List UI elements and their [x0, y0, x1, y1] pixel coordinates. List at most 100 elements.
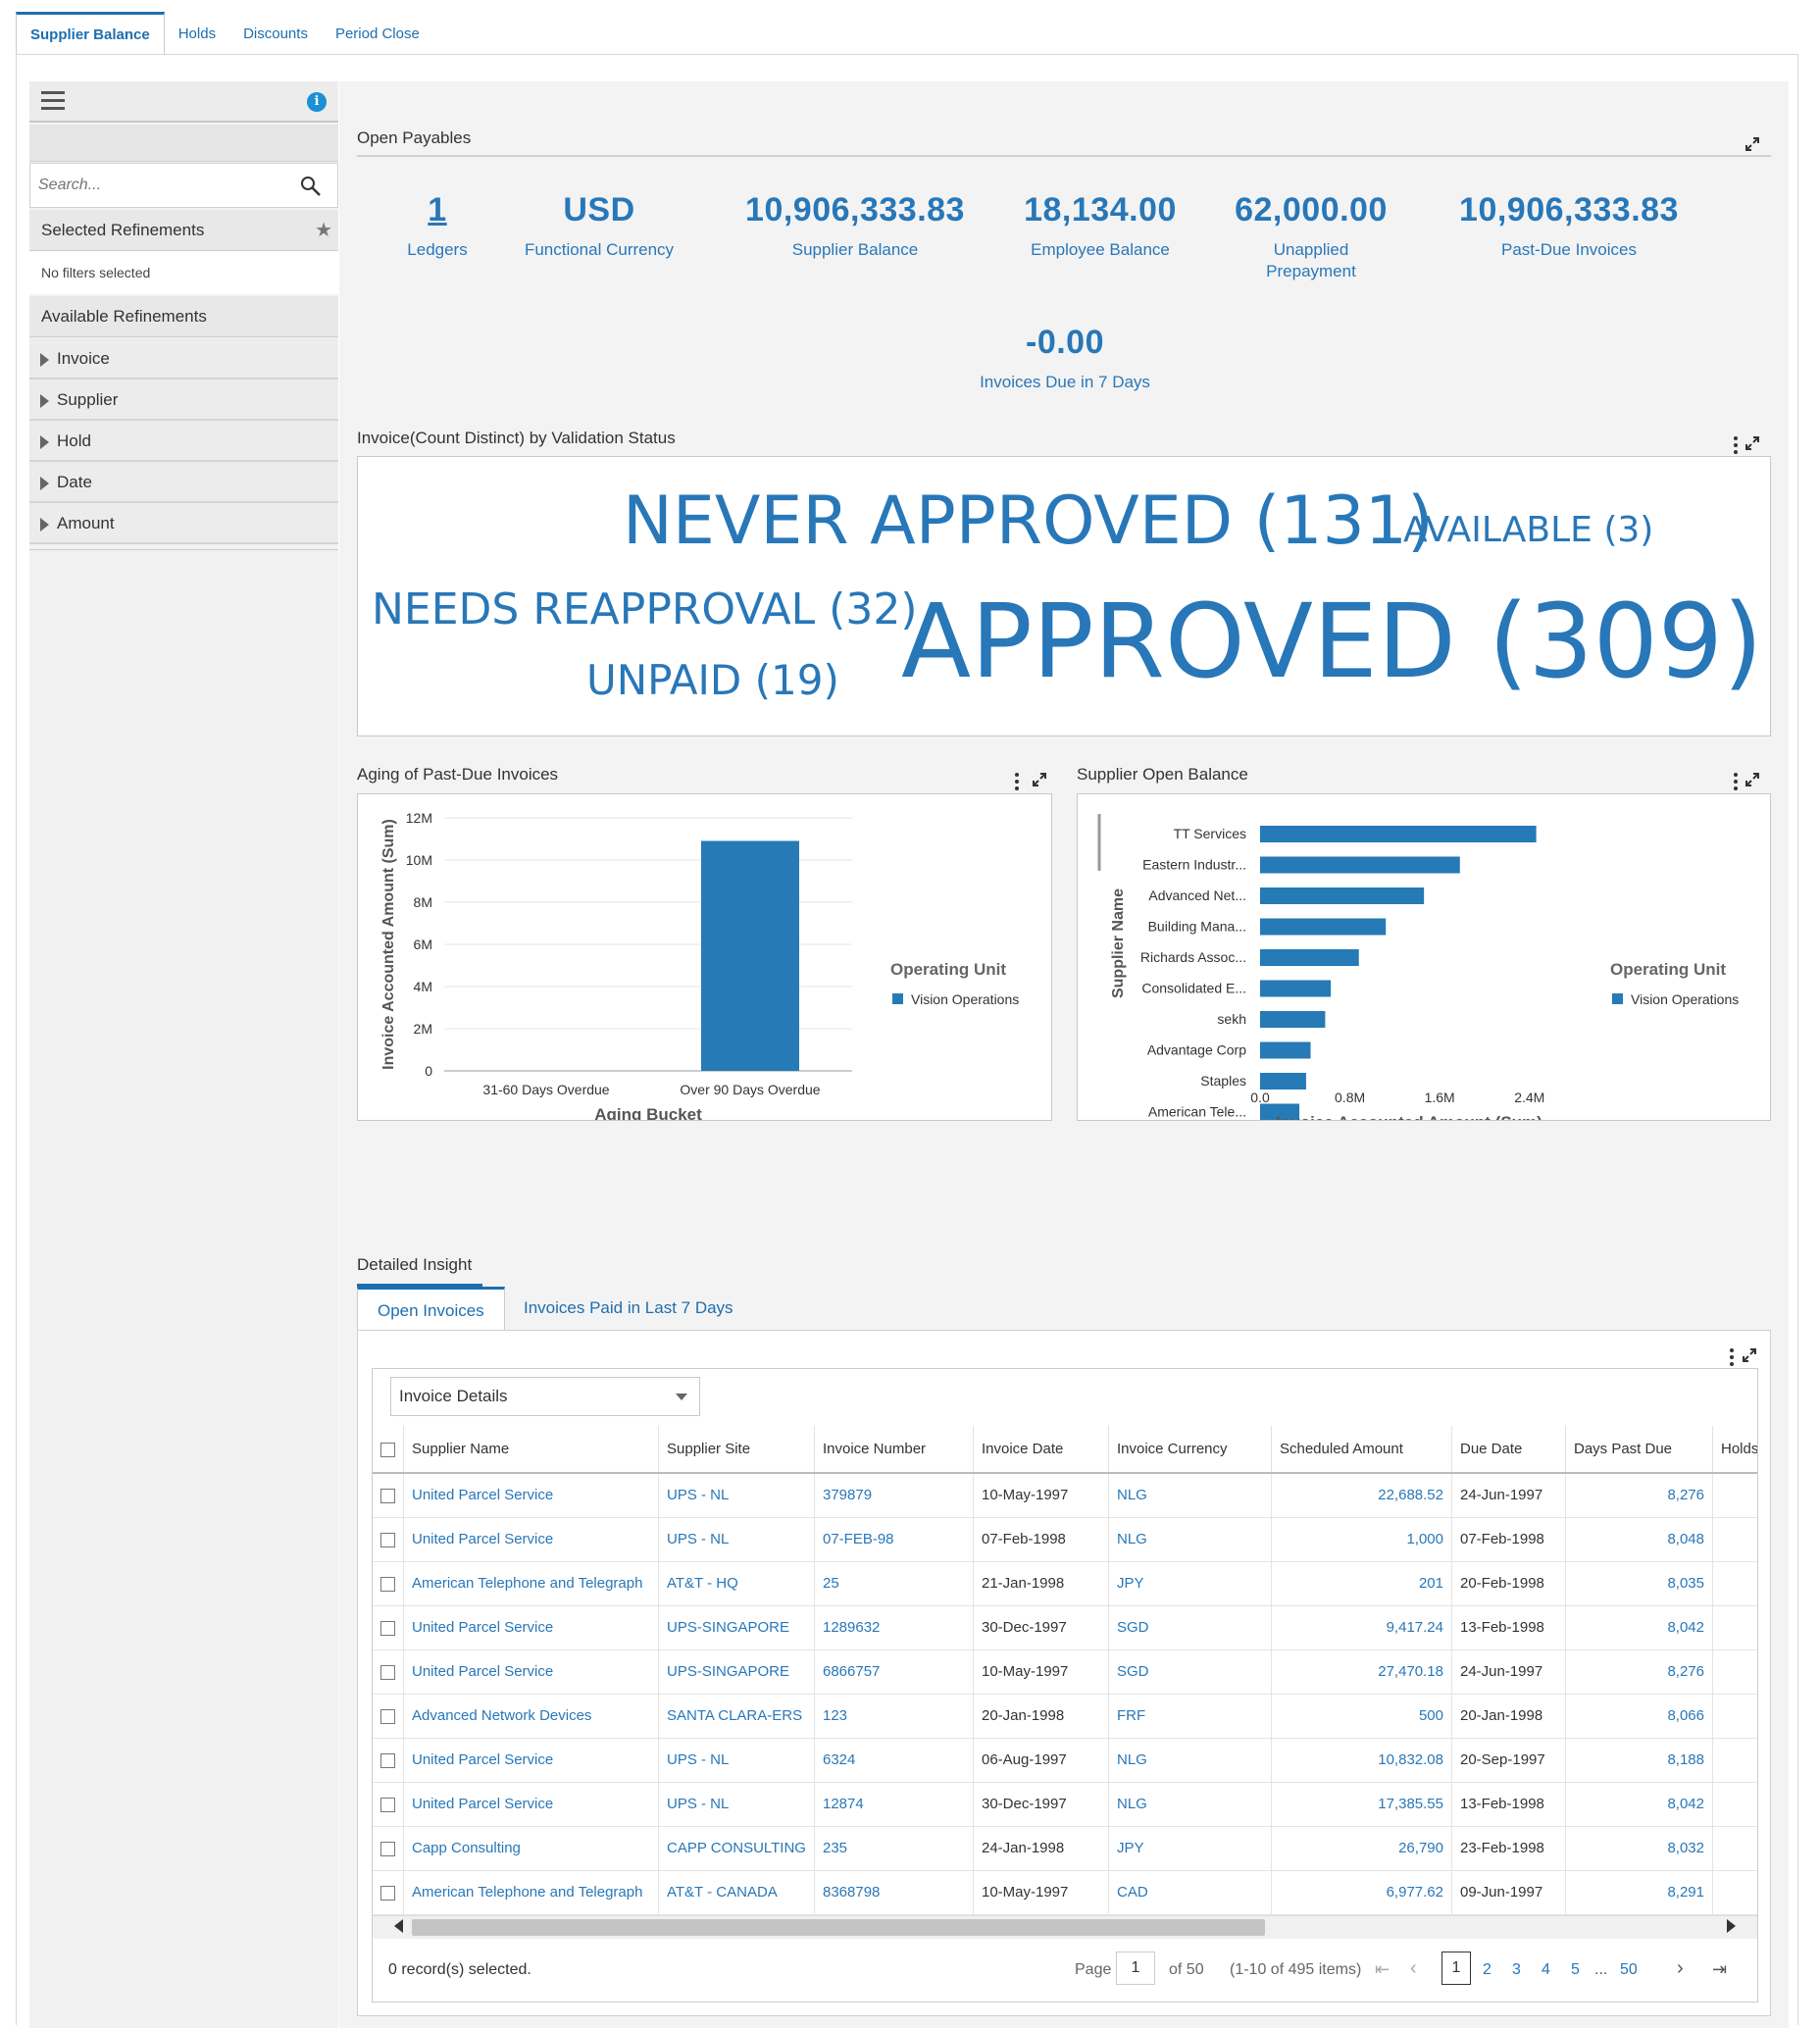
days-past-due[interactable]: 8,048 [1565, 1517, 1713, 1562]
table-row[interactable]: American Telephone and Telegraph AT&T - H… [373, 1561, 1757, 1606]
supplier-site-link[interactable]: UPS-SINGAPORE [658, 1649, 815, 1695]
invoice-currency[interactable]: JPY [1108, 1826, 1272, 1871]
tag-never-approved[interactable]: NEVER APPROVED (131) [623, 482, 1434, 560]
scrollbar-thumb[interactable] [412, 1919, 1265, 1936]
table-row[interactable]: United Parcel Service UPS - NL 12874 30-Dec… [373, 1782, 1757, 1827]
days-past-due[interactable]: 8,042 [1565, 1605, 1713, 1650]
hamburger-menu-icon[interactable] [41, 91, 65, 111]
row-checkbox[interactable] [380, 1620, 395, 1636]
column-header[interactable]: Days Past Due [1565, 1426, 1713, 1474]
column-header[interactable]: Supplier Site [658, 1426, 815, 1474]
supplier-site-link[interactable]: CAPP CONSULTING [658, 1826, 815, 1871]
supplier-name-link[interactable]: United Parcel Service [403, 1605, 659, 1650]
refinement-supplier[interactable]: Supplier [29, 380, 338, 421]
column-header[interactable]: Supplier Name [403, 1426, 659, 1474]
invoice-number-link[interactable]: 25 [814, 1561, 974, 1606]
horizontal-scrollbar[interactable] [373, 1915, 1757, 1939]
invoice-currency[interactable]: SGD [1108, 1649, 1272, 1695]
scheduled-amount[interactable]: 26,790 [1271, 1826, 1452, 1871]
row-checkbox[interactable] [380, 1885, 395, 1901]
expand-icon[interactable] [1032, 772, 1047, 787]
table-row[interactable]: Capp Consulting CAPP CONSULTING 235 24-Jan-… [373, 1826, 1757, 1871]
supplier-name-link[interactable]: Advanced Network Devices [403, 1694, 659, 1739]
days-past-due[interactable]: 8,032 [1565, 1826, 1713, 1871]
days-past-due[interactable]: 8,188 [1565, 1738, 1713, 1783]
table-row[interactable]: United Parcel Service UPS-SINGAPORE 128963… [373, 1605, 1757, 1650]
invoice-number-link[interactable]: 8368798 [814, 1870, 974, 1915]
row-checkbox[interactable] [380, 1532, 395, 1547]
page-4-button[interactable]: 4 [1542, 1961, 1550, 1978]
page-1-button[interactable]: 1 [1441, 1952, 1471, 1985]
refinement-date[interactable]: Date [29, 462, 338, 503]
tab-supplier-balance[interactable]: Supplier Balance [16, 12, 165, 55]
table-row[interactable]: United Parcel Service UPS-SINGAPORE 686675… [373, 1649, 1757, 1695]
invoice-currency[interactable]: NLG [1108, 1517, 1272, 1562]
scheduled-amount[interactable]: 1,000 [1271, 1517, 1452, 1562]
last-page-icon[interactable]: ⇥ [1712, 1959, 1728, 1979]
tag-available[interactable]: AVAILABLE (3) [1403, 510, 1654, 550]
supplier-site-link[interactable]: AT&T - CANADA [658, 1870, 815, 1915]
row-checkbox[interactable] [380, 1797, 395, 1812]
invoice-number-link[interactable]: 379879 [814, 1473, 974, 1518]
next-page-icon[interactable]: › [1677, 1957, 1684, 1979]
supplier-site-link[interactable]: UPS - NL [658, 1738, 815, 1783]
search-icon[interactable] [300, 176, 322, 197]
tag-needs-reapproval[interactable]: NEEDS REAPPROVAL (32) [372, 584, 918, 634]
table-row[interactable]: United Parcel Service UPS - NL 6324 06-Aug-… [373, 1738, 1757, 1783]
invoice-number-link[interactable]: 12874 [814, 1782, 974, 1827]
supplier-site-link[interactable]: AT&T - HQ [658, 1561, 815, 1606]
scroll-right-icon[interactable] [1727, 1919, 1736, 1933]
more-options-icon[interactable] [1733, 436, 1739, 454]
tag-approved[interactable]: APPROVED (309) [901, 582, 1763, 701]
row-checkbox[interactable] [380, 1708, 395, 1724]
tab-discounts[interactable]: Discounts [243, 25, 308, 42]
more-options-icon[interactable] [1014, 773, 1020, 790]
scroll-left-icon[interactable] [394, 1919, 403, 1933]
supplier-name-link[interactable]: United Parcel Service [403, 1738, 659, 1783]
invoice-number-link[interactable]: 123 [814, 1694, 974, 1739]
row-checkbox[interactable] [380, 1664, 395, 1680]
column-header[interactable]: Due Date [1451, 1426, 1566, 1474]
supplier-name-link[interactable]: United Parcel Service [403, 1517, 659, 1562]
supplier-name-link[interactable]: Capp Consulting [403, 1826, 659, 1871]
days-past-due[interactable]: 8,276 [1565, 1649, 1713, 1695]
kpi-value[interactable]: 1 [428, 191, 447, 228]
supplier-name-link[interactable]: United Parcel Service [403, 1649, 659, 1695]
table-row[interactable]: United Parcel Service UPS - NL 07-FEB-98 07… [373, 1517, 1757, 1562]
invoice-number-link[interactable]: 235 [814, 1826, 974, 1871]
expand-icon[interactable] [1744, 136, 1760, 152]
scheduled-amount[interactable]: 500 [1271, 1694, 1452, 1739]
days-past-due[interactable]: 8,291 [1565, 1870, 1713, 1915]
days-past-due[interactable]: 8,035 [1565, 1561, 1713, 1606]
tab-invoices-paid-7-days[interactable]: Invoices Paid in Last 7 Days [524, 1298, 733, 1317]
column-header[interactable]: Invoice Number [814, 1426, 974, 1474]
row-checkbox[interactable] [380, 1576, 395, 1592]
supplier-site-link[interactable]: SANTA CLARA-ERS [658, 1694, 815, 1739]
expand-icon[interactable] [1742, 1347, 1757, 1363]
tab-period-close[interactable]: Period Close [334, 25, 420, 42]
invoice-currency[interactable]: SGD [1108, 1605, 1272, 1650]
scheduled-amount[interactable]: 9,417.24 [1271, 1605, 1452, 1650]
column-header[interactable]: Scheduled Amount [1271, 1426, 1452, 1474]
days-past-due[interactable]: 8,276 [1565, 1473, 1713, 1518]
select-all-checkbox[interactable] [380, 1442, 395, 1457]
column-header[interactable]: Invoice Date [973, 1426, 1109, 1474]
view-select[interactable]: Invoice Details [390, 1377, 700, 1416]
info-icon[interactable]: i [307, 92, 327, 112]
scheduled-amount[interactable]: 22,688.52 [1271, 1473, 1452, 1518]
table-row[interactable]: American Telephone and Telegraph AT&T - C… [373, 1870, 1757, 1915]
row-checkbox[interactable] [380, 1752, 395, 1768]
more-options-icon[interactable] [1729, 1348, 1735, 1366]
expand-icon[interactable] [1744, 772, 1760, 787]
page-50-button[interactable]: 50 [1620, 1961, 1638, 1978]
page-input[interactable]: 1 [1116, 1952, 1155, 1985]
page-5-button[interactable]: 5 [1571, 1961, 1580, 1978]
tab-open-invoices[interactable]: Open Invoices [357, 1287, 505, 1330]
scheduled-amount[interactable]: 10,832.08 [1271, 1738, 1452, 1783]
star-icon[interactable]: ★ [315, 220, 332, 241]
days-past-due[interactable]: 8,042 [1565, 1782, 1713, 1827]
invoice-currency[interactable]: NLG [1108, 1738, 1272, 1783]
supplier-site-link[interactable]: UPS-SINGAPORE [658, 1605, 815, 1650]
invoice-currency[interactable]: JPY [1108, 1561, 1272, 1606]
prev-page-icon[interactable]: ‹ [1410, 1957, 1417, 1979]
